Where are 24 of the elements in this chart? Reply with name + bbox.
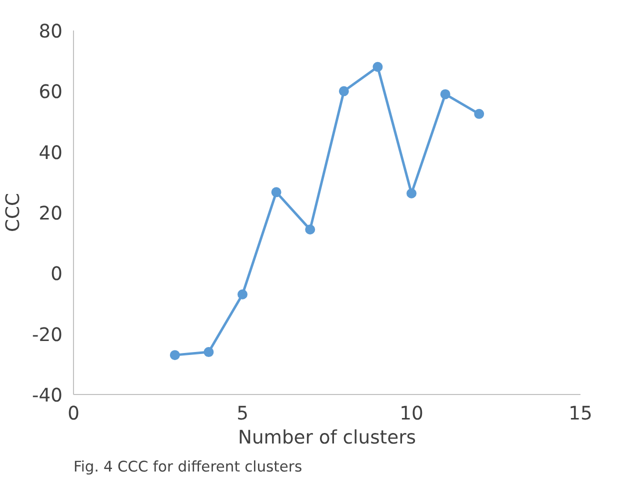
y-tick-label: 0 (50, 264, 63, 286)
x-tick-label: 10 (400, 404, 424, 424)
point (440, 89, 450, 100)
point (406, 188, 416, 198)
y-tick-label: -40 (32, 386, 63, 406)
point (305, 224, 316, 234)
y-tick-label: 40 (38, 142, 63, 164)
x-axis-title: Number of clusters (238, 428, 416, 448)
y-tick-label: -20 (32, 324, 63, 346)
y-axis-title: CCC (3, 192, 24, 232)
point (204, 347, 214, 358)
y-tick-label: 80 (38, 22, 63, 42)
point (372, 62, 383, 72)
point (271, 187, 282, 198)
y-tick-label: 60 (38, 82, 63, 104)
point (474, 108, 484, 119)
x-tick-label: 0 (68, 404, 80, 424)
point (338, 86, 349, 96)
x-tick-label: 5 (236, 404, 248, 424)
x-tick-label: 15 (568, 404, 592, 424)
point (170, 350, 180, 360)
point (238, 289, 248, 300)
caption: Fig. 4 CCC for different clusters (74, 458, 302, 476)
y-tick-label: 20 (38, 204, 63, 224)
